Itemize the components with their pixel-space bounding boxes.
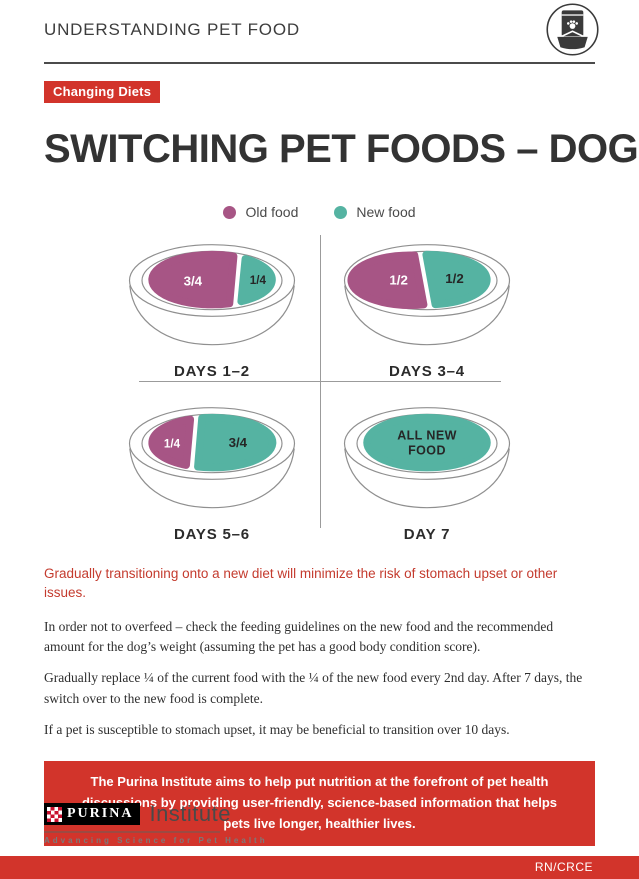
body-copy: In order not to overfeed – check the fee… (44, 617, 595, 740)
pet-food-bag-and-bowl-icon (544, 2, 601, 64)
logo-row: PURINA Institute (44, 801, 268, 827)
bowl-illustration: 1/2 1/2 (343, 244, 511, 346)
legend-item-old-food: Old food (223, 204, 298, 220)
callout-text: Gradually transitioning onto a new diet … (44, 566, 558, 600)
legend-label-new: New food (356, 204, 416, 220)
bowl-illustration: 3/4 1/4 (128, 244, 296, 346)
bowl-caption: DAYS 1–2 (174, 363, 250, 380)
category-badge: Changing Diets (44, 81, 161, 103)
purina-institute-logo: PURINA Institute Advancing Science for P… (44, 801, 268, 845)
old-food-portion (347, 251, 428, 309)
bowl-caption: DAYS 5–6 (174, 526, 250, 543)
footer-bar: RN/CRCE (0, 856, 639, 879)
bowl-caption: DAYS 3–4 (389, 363, 465, 380)
paragraph: Gradually replace ¼ of the current food … (44, 670, 583, 706)
purina-wordmark: PURINA (44, 803, 141, 825)
purina-checkerboard-icon (47, 806, 62, 822)
bowl-days-5-6: 1/4 3/4 DAYS 5–6 (105, 396, 320, 543)
new-portion-label: 3/4 (229, 435, 248, 450)
grid-divider-horizontal (138, 381, 501, 382)
bowl-days-1-2: 3/4 1/4 DAYS 1–2 (105, 233, 320, 380)
new-food-dot-icon (334, 205, 348, 219)
paragraph: If a pet is susceptible to stomach upset… (44, 721, 510, 737)
logo-divider (44, 831, 220, 833)
institute-text: Institute (149, 801, 231, 826)
legend-item-new-food: New food (334, 204, 416, 220)
old-portion-label: 1/2 (389, 273, 408, 288)
new-portion-label-line2: FOOD (408, 443, 446, 457)
old-food-dot-icon (223, 205, 237, 219)
header-divider (44, 62, 595, 64)
logo-tagline: Advancing Science for Pet Health (44, 836, 268, 845)
footer-code: RN/CRCE (534, 860, 593, 874)
old-food-portion (148, 415, 195, 469)
new-food-portion (194, 413, 277, 472)
old-portion-label: 1/4 (164, 438, 181, 451)
legend-label-old: Old food (245, 204, 299, 220)
new-food-portion (237, 255, 276, 306)
bowl-illustration: 1/4 3/4 (128, 407, 296, 509)
paragraph: In order not to overfeed – check the fee… (44, 618, 554, 655)
new-food-portion (363, 413, 491, 472)
old-portion-label: 3/4 (184, 274, 203, 289)
page-title: SWITCHING PET FOODS – DOGS (44, 127, 639, 171)
bowl-illustration: ALL NEW FOOD (343, 407, 511, 509)
header-title: UNDERSTANDING PET FOOD (44, 20, 300, 39)
legend: Old food New food (0, 204, 639, 220)
purina-brand-text: PURINA (67, 806, 134, 821)
new-portion-label: 1/2 (445, 271, 464, 286)
new-portion-label: 1/4 (250, 274, 267, 287)
bowl-day-7: ALL NEW FOOD DAY 7 (320, 396, 535, 543)
bowl-days-3-4: 1/2 1/2 DAYS 3–4 (320, 233, 535, 380)
page-header: UNDERSTANDING PET FOOD (0, 0, 639, 62)
new-portion-label-line1: ALL NEW (397, 428, 457, 442)
old-food-portion (148, 250, 238, 309)
new-food-portion (422, 250, 491, 309)
bowl-diagram-grid: 3/4 1/4 DAYS 1–2 1/2 1/2 DAYS 3–4 (105, 233, 535, 543)
bowl-caption: DAY 7 (403, 526, 451, 543)
